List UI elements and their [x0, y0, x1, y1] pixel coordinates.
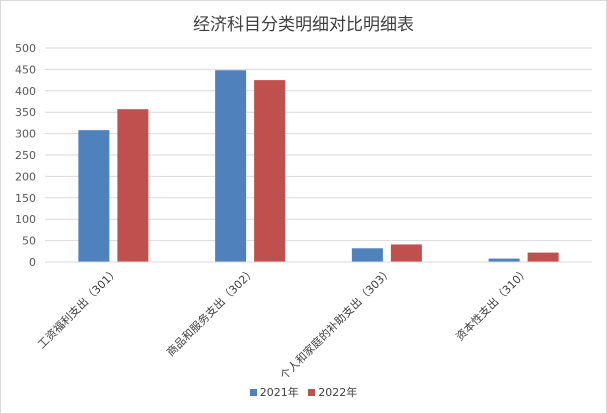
y-tick-label-10: 500	[15, 42, 36, 55]
y-tick-label-9: 450	[15, 63, 36, 76]
x-tick-label-2: 个人和家庭的补助支出（303）	[277, 264, 395, 382]
y-tick-label-5: 250	[15, 149, 36, 162]
y-tick-label-7: 350	[15, 106, 36, 119]
y-tick-label-1: 50	[22, 235, 36, 248]
y-tick-label-6: 300	[15, 128, 36, 141]
legend-item-2022: 2022年	[308, 384, 357, 400]
bar-3-1	[527, 252, 559, 262]
legend-item-2021: 2021年	[249, 384, 299, 400]
legend-label-2021: 2021年	[259, 386, 299, 399]
bar-3-0	[488, 258, 520, 262]
chart-title: 经济科目分类明细对比明细表	[193, 15, 414, 35]
legend-swatch-2022	[308, 388, 316, 396]
y-tick-label-0: 0	[29, 256, 36, 269]
legend-swatch-2021	[249, 388, 257, 396]
y-tick-label-4: 200	[15, 170, 36, 183]
x-tick-label-0: 工资福利支出（301）	[35, 264, 122, 351]
y-tick-label-2: 100	[15, 213, 36, 226]
bar-0-0	[78, 130, 110, 262]
bar-1-1	[254, 80, 286, 262]
y-tick-label-3: 150	[15, 192, 36, 205]
legend-label-2022: 2022年	[318, 386, 358, 399]
bar-2-0	[351, 248, 383, 262]
x-tick-label-3: 资本性支出（310）	[453, 264, 532, 343]
legend: 2021年 2022年	[0, 384, 607, 400]
bar-2-1	[390, 244, 422, 262]
bar-1-0	[215, 70, 247, 262]
y-tick-label-8: 400	[15, 85, 36, 98]
x-tick-label-1: 商品和服务支出（302）	[163, 264, 258, 359]
bar-0-1	[117, 109, 149, 262]
